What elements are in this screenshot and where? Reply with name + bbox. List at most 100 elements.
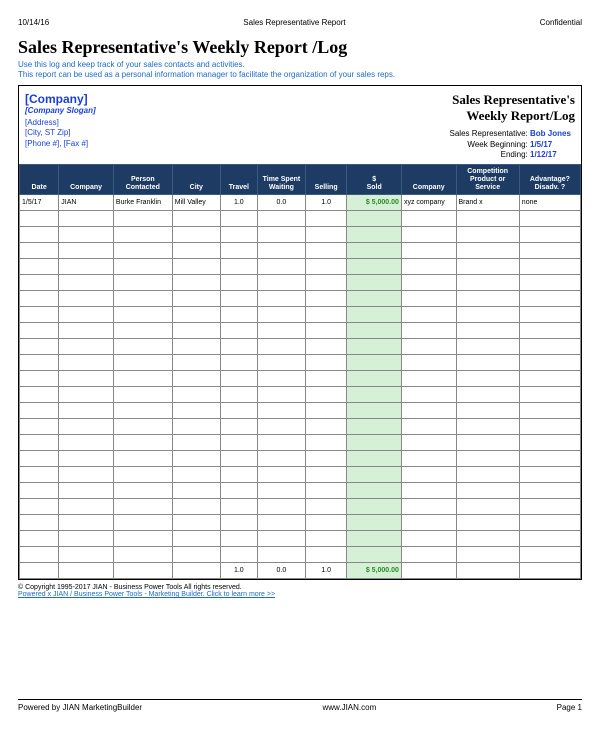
cell [220,419,257,435]
cell [172,563,220,579]
cell [347,419,402,435]
table-row [20,531,581,547]
cell [172,339,220,355]
cell [401,515,456,531]
cell [172,547,220,563]
cell [257,451,305,467]
col-header: Company [59,165,114,195]
cell [113,339,172,355]
col-header: Advantage?Disadv. ? [519,165,580,195]
cell [347,323,402,339]
cell: 1.0 [305,195,346,211]
cell: $ 5,000.00 [347,195,402,211]
cell [305,243,346,259]
cell [401,435,456,451]
cell [220,403,257,419]
col-header: PersonContacted [113,165,172,195]
cell [456,227,519,243]
table-row [20,259,581,275]
cell [305,515,346,531]
table-row [20,387,581,403]
totals-row: 1.00.01.0$ 5,000.00 [20,563,581,579]
report-title-line1: Sales Representative's [452,92,575,107]
cell [59,403,114,419]
cell [456,211,519,227]
cell: 0.0 [257,563,305,579]
cell: 1/5/17 [20,195,59,211]
week-end: 1/12/17 [530,150,575,160]
cell [305,387,346,403]
cell [172,451,220,467]
cell [347,387,402,403]
cell [305,211,346,227]
cell [305,403,346,419]
cell: Mill Valley [172,195,220,211]
cell [172,355,220,371]
cell [305,227,346,243]
cell [59,515,114,531]
table-row [20,419,581,435]
cell [20,531,59,547]
cell [20,323,59,339]
cell [20,563,59,579]
cell [305,531,346,547]
cell [519,307,580,323]
cell [220,227,257,243]
cell [519,243,580,259]
cell [257,275,305,291]
page-title: Sales Representative's Weekly Report /Lo… [18,37,582,58]
report-title: Sales Representative's Weekly Report/Log [450,92,576,123]
cell [347,243,402,259]
cell [220,467,257,483]
info-block: [Company] [Company Slogan] [Address] [Ci… [19,86,581,164]
week-begin-label: Week Beginning: [467,140,527,149]
footer-right: Page 1 [557,703,582,712]
table-row [20,467,581,483]
cell [257,339,305,355]
cell [519,483,580,499]
cell [347,531,402,547]
cell [220,275,257,291]
cell [113,515,172,531]
copyright-link[interactable]: Powered x JIAN / Business Power Tools - … [18,591,275,598]
cell [220,387,257,403]
cell [20,371,59,387]
cell [20,227,59,243]
cell [257,355,305,371]
cell [113,243,172,259]
cell [519,323,580,339]
cell [519,355,580,371]
cell [113,531,172,547]
cell [20,419,59,435]
cell [113,419,172,435]
cell: $ 5,000.00 [347,563,402,579]
company-slogan: [Company Slogan] [25,106,96,115]
cell [519,403,580,419]
cell [59,259,114,275]
cell [257,371,305,387]
company-address: [Address] [25,118,96,128]
cell [257,259,305,275]
cell: Brand x [456,195,519,211]
cell [257,467,305,483]
cell [59,419,114,435]
cell [347,451,402,467]
cell [305,483,346,499]
cell [59,211,114,227]
cell [59,387,114,403]
rep-label: Sales Representative: [450,129,528,138]
cell [20,451,59,467]
cell [456,339,519,355]
cell [305,323,346,339]
cell [257,547,305,563]
cell [401,531,456,547]
cell [401,211,456,227]
cell [456,323,519,339]
cell [347,227,402,243]
cell [305,419,346,435]
cell [519,451,580,467]
cell [456,371,519,387]
cell [401,451,456,467]
cell [257,291,305,307]
cell [172,387,220,403]
